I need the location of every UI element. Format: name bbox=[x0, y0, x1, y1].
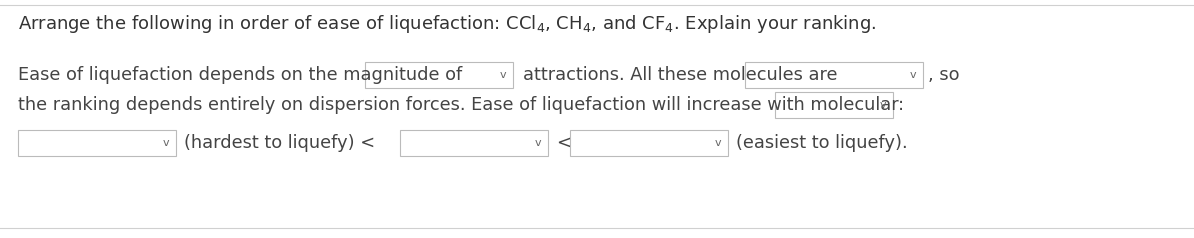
Text: v: v bbox=[499, 70, 506, 80]
Text: v: v bbox=[162, 138, 170, 148]
Text: v: v bbox=[910, 70, 916, 80]
Text: :: : bbox=[898, 96, 904, 114]
Text: (hardest to liquefy) <: (hardest to liquefy) < bbox=[184, 134, 375, 152]
FancyBboxPatch shape bbox=[18, 130, 176, 156]
Text: Arrange the following in order of ease of liquefaction: CCl$_4$, CH$_4$, and CF$: Arrange the following in order of ease o… bbox=[18, 13, 876, 35]
Text: (easiest to liquefy).: (easiest to liquefy). bbox=[736, 134, 907, 152]
Text: Ease of liquefaction depends on the magnitude of: Ease of liquefaction depends on the magn… bbox=[18, 66, 462, 84]
FancyBboxPatch shape bbox=[365, 62, 513, 88]
Text: v: v bbox=[715, 138, 721, 148]
FancyBboxPatch shape bbox=[745, 62, 923, 88]
Text: attractions. All these molecules are: attractions. All these molecules are bbox=[523, 66, 837, 84]
Text: v: v bbox=[880, 100, 886, 110]
FancyBboxPatch shape bbox=[775, 92, 893, 118]
Text: , so: , so bbox=[928, 66, 960, 84]
FancyBboxPatch shape bbox=[400, 130, 548, 156]
Text: <: < bbox=[556, 134, 571, 152]
Text: v: v bbox=[535, 138, 541, 148]
FancyBboxPatch shape bbox=[570, 130, 728, 156]
Text: the ranking depends entirely on dispersion forces. Ease of liquefaction will inc: the ranking depends entirely on dispersi… bbox=[18, 96, 899, 114]
